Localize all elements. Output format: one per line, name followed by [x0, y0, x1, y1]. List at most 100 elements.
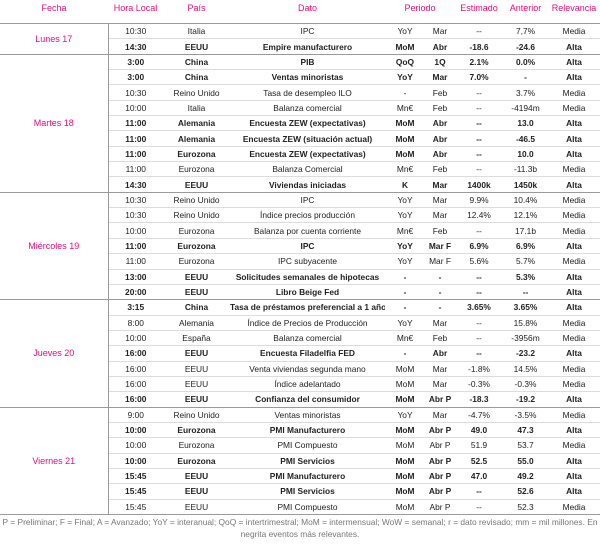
event-cell: YoY — [385, 315, 425, 331]
event-cell: 3:15 — [108, 299, 163, 316]
event-cell: Abr P — [425, 499, 455, 516]
event-cell: 53.7 — [503, 437, 548, 454]
event-cell: Media — [548, 499, 600, 516]
event-cell: Alta — [548, 391, 600, 408]
event-cell: PMI Compuesto — [230, 437, 385, 454]
event-cell: Mar — [425, 69, 455, 86]
event-cell: Mar — [425, 407, 455, 423]
event-cell: 8:00 — [108, 315, 163, 331]
event-row: 10:30 Reino Unido Tasa de desempleo ILO - Fe… — [0, 84, 600, 101]
event-cell: 11:00 — [108, 146, 163, 163]
event-cell: 15:45 — [108, 468, 163, 485]
event-cell: 10:30 — [108, 192, 163, 209]
event-cell: MoM — [385, 361, 425, 377]
event-cell: Media — [548, 222, 600, 239]
column-header: Periodo — [385, 0, 455, 24]
event-cell: 1450k — [503, 176, 548, 193]
event-cell: Abr P — [425, 468, 455, 485]
event-cell: 6.9% — [503, 238, 548, 255]
event-row: Martes 18 3:00 China PIB QoQ 1Q 2.1% 0.0% Alta — [0, 54, 600, 193]
event-cell: 7,7% — [503, 23, 548, 40]
event-cell: Tasa de préstamos preferencial a 1 año — [230, 299, 385, 316]
event-row: 15:45 EEUU PMI Manufacturero MoM Abr P 47.0 49… — [0, 468, 600, 485]
column-header: País — [163, 0, 230, 24]
event-row: 14:30 EEUU Viviendas iniciadas K Mar 1400k 145… — [0, 176, 600, 193]
event-cell: Alta — [548, 468, 600, 485]
event-row: 13:00 EEUU Solicitudes semanales de hipote… — [0, 269, 600, 285]
event-cell: -4.7% — [455, 407, 503, 423]
event-cell: YoY — [385, 23, 425, 40]
event-cell: Alta — [548, 284, 600, 301]
event-row: 3:00 China Ventas minoristas YoY Mar 7.0% - Alt… — [0, 69, 600, 86]
event-cell: Italia — [163, 23, 230, 40]
event-cell: MoM — [385, 437, 425, 454]
event-cell: 51.9 — [455, 437, 503, 454]
event-cell: 2.1% — [455, 54, 503, 71]
event-cell: -19.2 — [503, 391, 548, 408]
event-cell: MoM — [385, 453, 425, 469]
event-cell: MoM — [385, 483, 425, 500]
event-row: Lunes 17 10:30 Italia IPC YoY Mar -- 7,7% Media — [0, 23, 600, 55]
calendar-table: Fecha Hora Local País Dato Periodo Estimado An… — [0, 0, 600, 516]
event-cell: Mar — [425, 376, 455, 393]
event-cell: Encuesta ZEW (expectativas) — [230, 115, 385, 132]
event-cell: Abr — [425, 130, 455, 147]
event-cell: Eurozona — [163, 253, 230, 270]
event-cell: Alemania — [163, 315, 230, 331]
event-cell: Abr P — [425, 391, 455, 408]
event-cell: 3:00 — [108, 54, 163, 71]
event-cell: 16:00 — [108, 345, 163, 362]
event-cell: -11.3b — [503, 161, 548, 178]
event-cell: 16:00 — [108, 391, 163, 408]
event-cell: 47.3 — [503, 422, 548, 439]
event-cell: 14.5% — [503, 361, 548, 377]
event-cell: IPC — [230, 238, 385, 255]
event-cell: - — [503, 69, 548, 86]
event-cell: -- — [455, 330, 503, 347]
event-cell: Confianza del consumidor — [230, 391, 385, 408]
event-cell: 9.9% — [455, 192, 503, 209]
event-row: 14:30 EEUU Empire manufacturero MoM Abr -18.6… — [0, 38, 600, 55]
event-cell: 3:00 — [108, 69, 163, 86]
event-cell: -- — [455, 315, 503, 331]
event-row: 10:00 Eurozona PMI Manufacturero MoM Abr P 49… — [0, 422, 600, 439]
event-cell: Reino Unido — [163, 207, 230, 224]
event-cell: EEUU — [163, 483, 230, 500]
event-cell: 16:00 — [108, 376, 163, 393]
event-cell: 10:00 — [108, 453, 163, 469]
event-cell: Eurozona — [163, 437, 230, 454]
day-label: Lunes 17 — [0, 23, 109, 55]
event-cell: IPC — [230, 23, 385, 40]
event-cell: 13:00 — [108, 269, 163, 285]
column-header: Hora Local — [108, 0, 163, 24]
event-cell: Reino Unido — [163, 84, 230, 101]
event-cell: 16:00 — [108, 361, 163, 377]
event-cell: - — [385, 84, 425, 101]
event-cell: Tasa de desempleo ILO — [230, 84, 385, 101]
event-cell: -- — [455, 483, 503, 500]
event-cell: Eurozona — [163, 453, 230, 469]
event-cell: Mar — [425, 23, 455, 40]
event-cell: Mar — [425, 176, 455, 193]
day-label: Martes 18 — [0, 54, 109, 193]
event-cell: -23.2 — [503, 345, 548, 362]
event-cell: -24.6 — [503, 38, 548, 55]
event-cell: IPC subyacente — [230, 253, 385, 270]
column-header: Anterior — [503, 0, 548, 24]
event-cell: EEUU — [163, 376, 230, 393]
event-cell: 5.3% — [503, 269, 548, 285]
event-cell: MoM — [385, 146, 425, 163]
event-cell: EEUU — [163, 176, 230, 193]
event-cell: MoM — [385, 499, 425, 516]
event-cell: Feb — [425, 222, 455, 239]
event-cell: Índice precios producción — [230, 207, 385, 224]
event-cell: Alta — [548, 38, 600, 55]
event-cell: 10:00 — [108, 222, 163, 239]
event-cell: 10:00 — [108, 422, 163, 439]
event-cell: Eurozona — [163, 146, 230, 163]
event-cell: Balanza Comercial — [230, 161, 385, 178]
event-cell: - — [385, 345, 425, 362]
event-cell: Eurozona — [163, 161, 230, 178]
event-cell: Eurozona — [163, 422, 230, 439]
event-cell: Reino Unido — [163, 192, 230, 209]
